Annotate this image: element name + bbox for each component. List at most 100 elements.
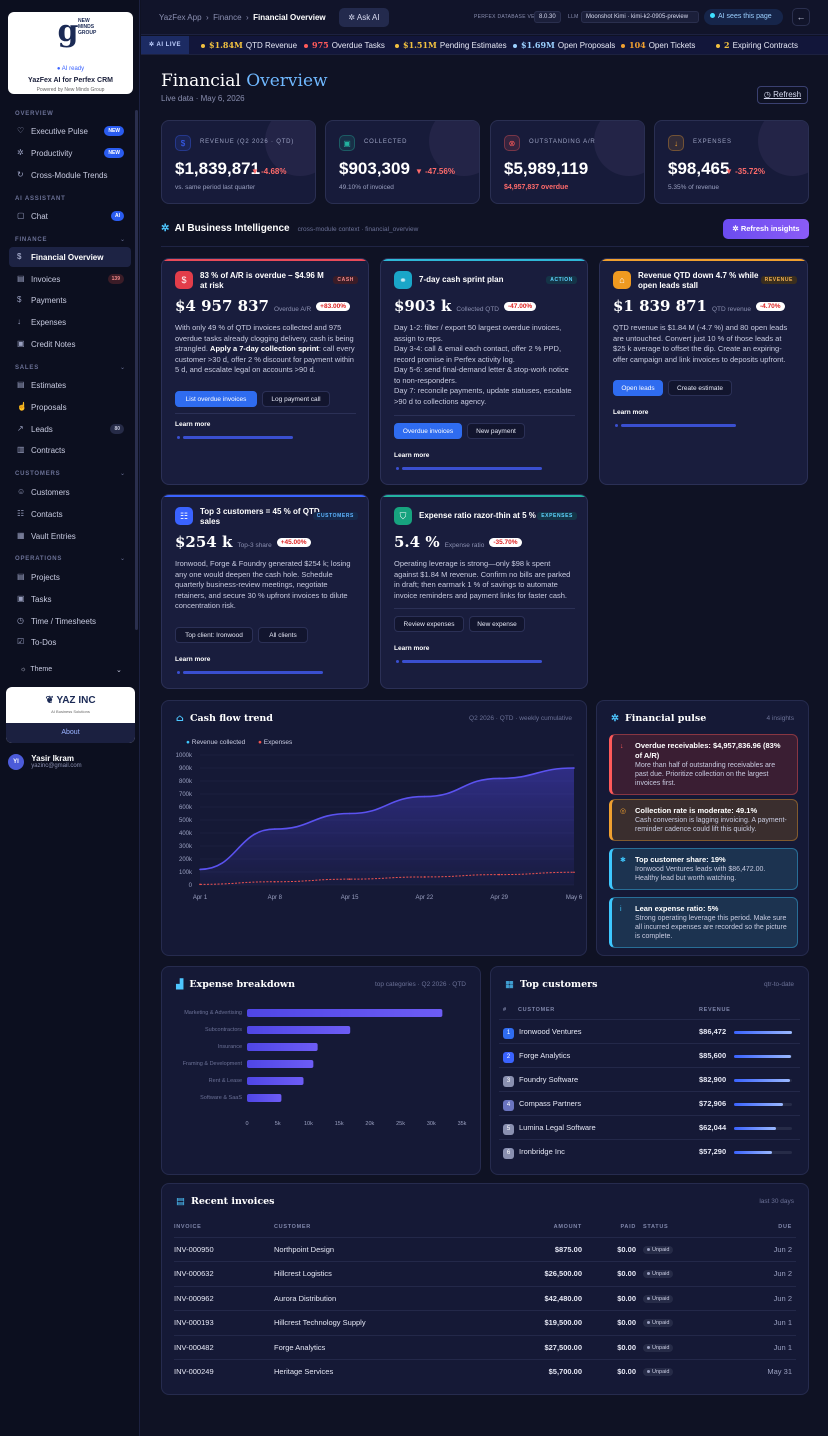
revenue-point[interactable]: [573, 767, 575, 769]
expense-bar[interactable]: [247, 1094, 282, 1102]
expense-bar[interactable]: [247, 1043, 318, 1051]
sidebar-item-estimates[interactable]: ▤ Estimates: [17, 380, 67, 390]
table-row[interactable]: INV-000482 Forge Analytics $27,500.00 $0…: [174, 1334, 796, 1359]
new-payment-button[interactable]: New payment: [467, 423, 525, 439]
sidebar-item-projects[interactable]: ▤ Projects: [17, 572, 60, 582]
sidebar-item-leads[interactable]: ↗ Leads 80: [9, 419, 131, 439]
overdue-invoices-button[interactable]: Overdue invoices: [394, 423, 462, 439]
table-row[interactable]: 5 Lumina Legal Software $62,044: [499, 1115, 800, 1139]
pulse-item[interactable]: i Lean expense ratio: 5% Strong operatin…: [609, 897, 798, 948]
sidebar-item-credit-notes[interactable]: ▣ Credit Notes: [17, 339, 76, 349]
expenses-point[interactable]: [573, 871, 575, 874]
ticker-item[interactable]: $1.69M Open Proposals: [513, 36, 615, 54]
review-expenses-button[interactable]: Review expenses: [394, 616, 464, 632]
invoice-number[interactable]: INV-000632: [174, 1269, 214, 1279]
revenue-point[interactable]: [348, 812, 351, 815]
sidebar-item-invoices[interactable]: ▤ Invoices 139: [9, 269, 131, 289]
expenses-point[interactable]: [199, 883, 201, 886]
all-clients-button[interactable]: All clients: [258, 627, 308, 643]
expense-bar[interactable]: [247, 1060, 314, 1068]
table-row[interactable]: INV-000950 Northpoint Design $875.00 $0.…: [174, 1237, 796, 1261]
revenue-point[interactable]: [199, 868, 201, 871]
refresh-button[interactable]: ◷ Refresh: [757, 86, 808, 104]
sidebar-item-todos[interactable]: ☑ To-Dos: [17, 637, 57, 647]
col-customer[interactable]: CUSTOMER: [274, 1224, 311, 1230]
collapse-button[interactable]: ←: [792, 8, 810, 26]
sidebar-item-vault-entries[interactable]: ▦ Vault Entries: [17, 531, 76, 541]
log-payment-call-button[interactable]: Log payment call: [262, 391, 330, 407]
col-invoice[interactable]: INVOICE: [174, 1224, 202, 1230]
ask-ai-button[interactable]: ✲ Ask AI: [339, 8, 389, 27]
table-row[interactable]: 4 Compass Partners $72,906: [499, 1091, 800, 1115]
chevron-down-icon[interactable]: ⌄: [119, 556, 125, 562]
invoice-number[interactable]: INV-000962: [174, 1293, 214, 1303]
sidebar-item-customers[interactable]: ☺ Customers: [17, 487, 70, 497]
sidebar-item-productivity[interactable]: ✲ Productivity NEW: [9, 143, 131, 163]
learn-more-link[interactable]: [621, 424, 736, 427]
pulse-item[interactable]: ↓ Overdue receivables: $4,957,836.96 (83…: [609, 734, 798, 795]
new-expense-button[interactable]: New expense: [469, 616, 525, 632]
expense-bar[interactable]: [247, 1009, 443, 1017]
col-paid[interactable]: PAID: [620, 1224, 636, 1230]
sidebar-item-proposals[interactable]: ☝ Proposals: [17, 402, 67, 412]
breadcrumb-finance[interactable]: Finance: [213, 13, 242, 22]
chevron-down-icon[interactable]: ⌄: [119, 365, 125, 371]
invoice-number[interactable]: INV-000482: [174, 1342, 214, 1352]
expenses-point[interactable]: [498, 873, 501, 876]
ai-sees-page-toggle[interactable]: AI sees this page: [704, 9, 783, 25]
create-estimate-button[interactable]: Create estimate: [668, 380, 732, 396]
open-leads-button[interactable]: Open leads: [613, 380, 663, 396]
revenue-point[interactable]: [274, 828, 276, 830]
ticker-item[interactable]: $1.51M Pending Estimates: [395, 36, 507, 54]
expenses-point[interactable]: [348, 878, 351, 880]
list-overdue-invoices-button[interactable]: List overdue invoices: [175, 391, 257, 407]
sidebar-item-tasks[interactable]: ▣ Tasks: [17, 594, 52, 604]
col-status[interactable]: STATUS: [643, 1224, 669, 1230]
table-row[interactable]: 1 Ironwood Ventures $86,472: [499, 1019, 800, 1043]
sidebar-item-contracts[interactable]: ▥ Contracts: [17, 445, 66, 455]
table-row[interactable]: 2 Forge Analytics $85,600: [499, 1043, 800, 1067]
ticker-item[interactable]: 104 Open Tickets: [621, 36, 695, 54]
expenses-point[interactable]: [274, 880, 276, 883]
sidebar-item-timesheets[interactable]: ◷ Time / Timesheets: [17, 616, 97, 626]
ticker-item[interactable]: $1.84M QTD Revenue: [201, 36, 297, 54]
sidebar-item-financial-overview[interactable]: $ Financial Overview: [9, 247, 131, 267]
sidebar-item-contacts[interactable]: ☷ Contacts: [17, 509, 63, 519]
invoice-number[interactable]: INV-000950: [174, 1245, 214, 1254]
expense-bar[interactable]: [247, 1026, 351, 1034]
learn-more-link[interactable]: [183, 436, 293, 439]
pulse-item[interactable]: ✱ Top customer share: 19% Ironwood Ventu…: [609, 848, 798, 890]
breadcrumb-app[interactable]: YazFex App: [159, 13, 202, 22]
chevron-down-icon[interactable]: ⌄: [119, 237, 125, 243]
table-row[interactable]: INV-000249 Heritage Services $5,700.00 $…: [174, 1359, 796, 1383]
learn-more-link[interactable]: [402, 660, 542, 663]
table-row[interactable]: INV-000193 Hillcrest Technology Supply $…: [174, 1310, 796, 1334]
sidebar-item-payments[interactable]: $ Payments: [17, 295, 67, 305]
revenue-point[interactable]: [423, 795, 426, 798]
about-button[interactable]: About: [6, 723, 135, 743]
invoice-number[interactable]: INV-000249: [174, 1367, 214, 1376]
learn-more-link[interactable]: [402, 467, 542, 470]
table-row[interactable]: INV-000962 Aurora Distribution $42,480.0…: [174, 1285, 796, 1310]
col-customer[interactable]: CUSTOMER: [518, 1007, 555, 1013]
chevron-down-icon[interactable]: ⌄: [119, 471, 125, 477]
sidebar-item-chat[interactable]: ▢ Chat AI: [9, 206, 131, 226]
expenses-point[interactable]: [423, 876, 426, 878]
sidebar-item-executive-pulse[interactable]: ♡ Executive Pulse NEW: [9, 121, 131, 141]
col-revenue[interactable]: REVENUE: [699, 1007, 731, 1013]
table-row[interactable]: 6 Ironbridge Inc $57,290: [499, 1139, 800, 1163]
sidebar-item-expenses[interactable]: ↓ Expenses: [17, 317, 67, 327]
pulse-item[interactable]: ◎ Collection rate is moderate: 49.1% Cas…: [609, 799, 798, 841]
col-amount[interactable]: AMOUNT: [553, 1224, 582, 1230]
table-row[interactable]: INV-000632 Hillcrest Logistics $26,500.0…: [174, 1261, 796, 1285]
llm-model[interactable]: Moonshot Kimi · kimi-k2-0905-preview: [581, 11, 699, 23]
theme-toggle[interactable]: ☼ Theme ⌄: [20, 666, 122, 674]
user-profile[interactable]: YI Yasir Ikram yazinc@gmail.com: [8, 754, 82, 770]
ticker-item[interactable]: 975 Overdue Tasks: [304, 36, 385, 54]
sidebar-scrollbar[interactable]: [135, 110, 138, 630]
expense-bar[interactable]: [247, 1077, 304, 1085]
ticker-item[interactable]: 2 Expiring Contracts: [716, 36, 798, 54]
invoice-number[interactable]: INV-000193: [174, 1318, 214, 1328]
revenue-point[interactable]: [498, 777, 501, 780]
col-due[interactable]: DUE: [778, 1224, 792, 1230]
